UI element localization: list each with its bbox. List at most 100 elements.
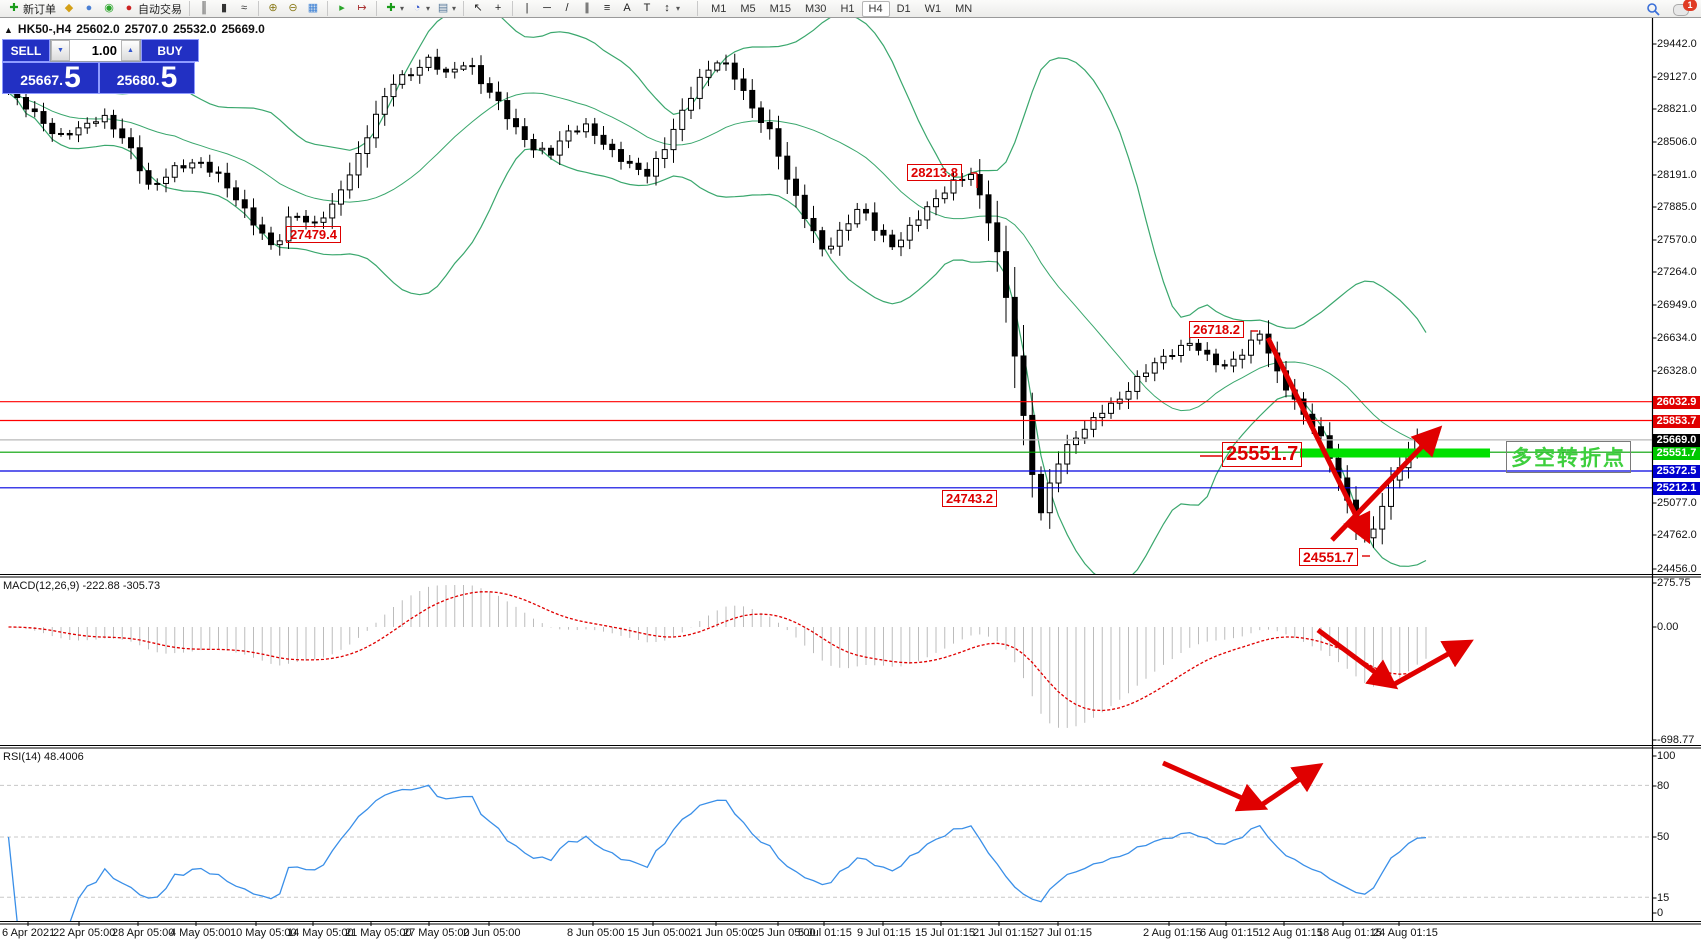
new-order-label: 新订单 [23, 3, 56, 16]
volume-increase-button[interactable]: ▲ [121, 40, 140, 61]
price-flag-label: 28213.8 [907, 164, 962, 181]
trendline-button[interactable]: / [557, 1, 577, 16]
macd-indicator-label: MACD(12,26,9) -222.88 -305.73 [3, 580, 161, 592]
price-axis-badge: 26032.9 [1653, 396, 1700, 409]
line-chart-icon: ≈ [240, 2, 248, 14]
toolbar-right: 1 [1643, 0, 1701, 16]
signal-button[interactable]: ◉ [99, 1, 119, 16]
price-flag-label: 26718.2 [1189, 321, 1244, 338]
autotrade-label: 自动交易 [138, 3, 182, 16]
time-axis-label: 24 Aug 01:15 [1373, 927, 1438, 939]
time-axis-label: 27 Jul 01:15 [1032, 927, 1092, 939]
volume-decrease-button[interactable]: ▼ [51, 40, 70, 61]
timeframe-h4[interactable]: H4 [861, 0, 890, 17]
vertical-line-button[interactable]: | [517, 1, 537, 16]
new-order-icon: ✚ [9, 2, 19, 14]
candlestick-button[interactable]: ▮ [214, 1, 234, 16]
chat-button[interactable]: 1 [1673, 0, 1697, 16]
symbol-marker-icon: ▲ [4, 25, 13, 35]
timeframe-toolbar: M1 M5 M15 M30 H1 H4 D1 W1 MN [697, 0, 979, 17]
signal-icon: ◉ [104, 2, 114, 14]
time-axis-label: 5 Jul 01:15 [798, 927, 852, 939]
price-axis-label: 28191.0 [1657, 169, 1697, 181]
indicators-icon: ✚ [386, 2, 396, 14]
bid-price-fraction: 5 [64, 61, 81, 94]
timeframe-w1[interactable]: W1 [924, 2, 942, 15]
cursor-button[interactable]: ↖ [468, 1, 488, 16]
toolbar-group: ✚ 新订单 ◆ ● ◉ ● 自动交易 [0, 1, 189, 16]
timeframe-m15[interactable]: M15 [769, 2, 792, 15]
ask-price-fraction: 5 [160, 61, 178, 94]
time-axis-label: 21 Jul 01:15 [973, 927, 1033, 939]
time-axis-label: 14 May 05:00 [287, 927, 354, 939]
zoom-in-button[interactable]: ⊕ [263, 1, 283, 16]
sell-button[interactable]: SELL [2, 39, 50, 62]
periods-icon: ◔ [413, 2, 421, 14]
indicators-button[interactable]: ✚ ▾ [381, 1, 407, 16]
equidistant-channel-button[interactable]: ∥ [577, 1, 597, 16]
bar-chart-button[interactable]: ║ [194, 1, 214, 16]
time-axis-label: 21 Jun 05:00 [690, 927, 754, 939]
autotrade-button[interactable]: ● 自动交易 [119, 1, 185, 16]
text-label-icon: T [643, 2, 651, 14]
time-axis-label: 15 Jul 01:15 [915, 927, 975, 939]
timeframe-m30[interactable]: M30 [805, 2, 827, 15]
toolbar: ✚ 新订单 ◆ ● ◉ ● 自动交易 ║ ▮ ≈ ⊕ ⊖ ▦ ▸ ↦ ✚ ▾ ◔ ▾ ▤ ▾ ↖ + | ─ / ∥ ≡ A T ↕ ▾ M1 M… [0, 0, 1701, 18]
zoom-out-icon: ⊖ [288, 2, 298, 14]
time-axis-label: 15 Jun 05:00 [627, 927, 691, 939]
time-axis-label: 28 Apr 05:00 [112, 927, 175, 939]
price-flag-label: 25551.7 [1222, 442, 1303, 467]
price-axis-label: 28506.0 [1657, 136, 1697, 148]
timeframe-m1[interactable]: M1 [711, 2, 727, 15]
volume-input[interactable] [70, 40, 121, 61]
price-axis-label: 27570.0 [1657, 234, 1697, 246]
history-button[interactable]: ◆ [59, 1, 79, 16]
templates-button[interactable]: ▤ ▾ [433, 1, 459, 16]
chevron-down-icon: ▾ [426, 4, 431, 13]
timeframe-m5[interactable]: M5 [740, 2, 756, 15]
profile-button[interactable]: ● [79, 1, 99, 16]
price-axis-label: 26949.0 [1657, 299, 1697, 311]
auto-scroll-button[interactable]: ▸ [332, 1, 352, 16]
buy-button[interactable]: BUY [141, 39, 199, 62]
cursor-icon: ↖ [473, 2, 483, 14]
fibonacci-icon: ≡ [603, 2, 611, 14]
chevron-down-icon: ▾ [676, 4, 681, 13]
ask-price[interactable]: 25680. 5 [99, 62, 195, 94]
periods-button[interactable]: ◔ ▾ [407, 1, 433, 16]
text-label-button[interactable]: T [637, 1, 657, 16]
rsi-axis-label: 0 [1657, 907, 1664, 919]
toolbar-group: | ─ / ∥ ≡ A T ↕ ▾ [512, 1, 687, 16]
zoom-in-icon: ⊕ [268, 2, 278, 14]
tile-windows-button[interactable]: ▦ [303, 1, 323, 16]
crosshair-button[interactable]: + [488, 1, 508, 16]
line-chart-button[interactable]: ≈ [234, 1, 254, 16]
arrows-button[interactable]: ↕ ▾ [657, 1, 683, 16]
time-axis-label: 4 May 05:00 [170, 927, 231, 939]
fibonacci-button[interactable]: ≡ [597, 1, 617, 16]
zoom-out-button[interactable]: ⊖ [283, 1, 303, 16]
timeframe-mn[interactable]: MN [955, 2, 973, 15]
tile-windows-icon: ▦ [307, 2, 319, 14]
horizontal-line-button[interactable]: ─ [537, 1, 557, 16]
time-axis-label: 12 Aug 01:15 [1258, 927, 1323, 939]
timeframe-d1[interactable]: D1 [896, 2, 911, 15]
time-axis-label: 2 Aug 01:15 [1143, 927, 1202, 939]
chart-ohlc-header: ▲ HK50-,H4 25602.0 25707.0 25532.0 25669.0 [4, 22, 270, 36]
search-button[interactable] [1643, 1, 1663, 16]
chevron-down-icon: ▾ [452, 4, 457, 13]
price-axis-label: 27885.0 [1657, 201, 1697, 213]
candlestick-icon: ▮ [220, 2, 228, 14]
new-order-button[interactable]: ✚ 新订单 [4, 1, 59, 16]
chart-shift-button[interactable]: ↦ [352, 1, 372, 16]
bar-chart-icon: ║ [200, 2, 208, 14]
one-click-trading-panel: SELL ▼ ▲ BUY 25667.5 25680.5 [2, 39, 199, 94]
time-axis-label: 22 Apr 05:00 [53, 927, 116, 939]
timeframe-h1[interactable]: H1 [840, 2, 855, 15]
time-axis-label: 9 Jul 01:15 [857, 927, 911, 939]
bid-price[interactable]: 25667. 5 [2, 62, 99, 94]
bid-price-int: 25667 [20, 72, 60, 88]
text-button[interactable]: A [617, 1, 637, 16]
text-icon: A [623, 2, 631, 14]
